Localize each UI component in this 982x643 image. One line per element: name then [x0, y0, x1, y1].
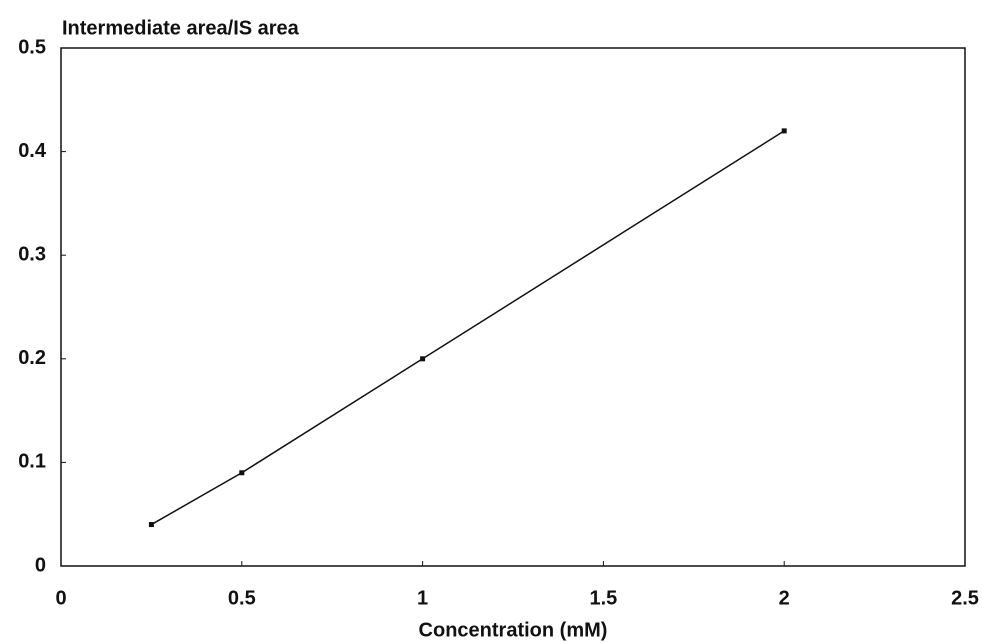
plot-frame [60, 47, 966, 567]
y-tick-label: 0.1 [18, 451, 46, 473]
data-point [781, 128, 787, 134]
x-tick-label: 1.5 [589, 587, 617, 609]
x-tick-label: 0.5 [228, 587, 256, 609]
x-tick-label: 0 [55, 587, 66, 609]
y-tick-label: 0.2 [18, 347, 46, 369]
y-tick-label: 0.5 [18, 36, 46, 58]
y-axis-title: Intermediate area/IS area [62, 17, 300, 39]
data-point [420, 356, 426, 362]
x-tick-label: 2 [779, 587, 790, 609]
x-axis-title: Concentration (mM) [419, 619, 608, 641]
data-point [239, 470, 245, 476]
data-line [151, 130, 785, 526]
x-tick-label: 1 [417, 587, 428, 609]
x-tick-label: 2.5 [951, 587, 979, 609]
y-tick-label: 0.3 [18, 243, 46, 265]
data-point [148, 522, 154, 528]
y-tick-label: 0 [35, 554, 46, 576]
y-tick-label: 0.4 [18, 140, 47, 162]
